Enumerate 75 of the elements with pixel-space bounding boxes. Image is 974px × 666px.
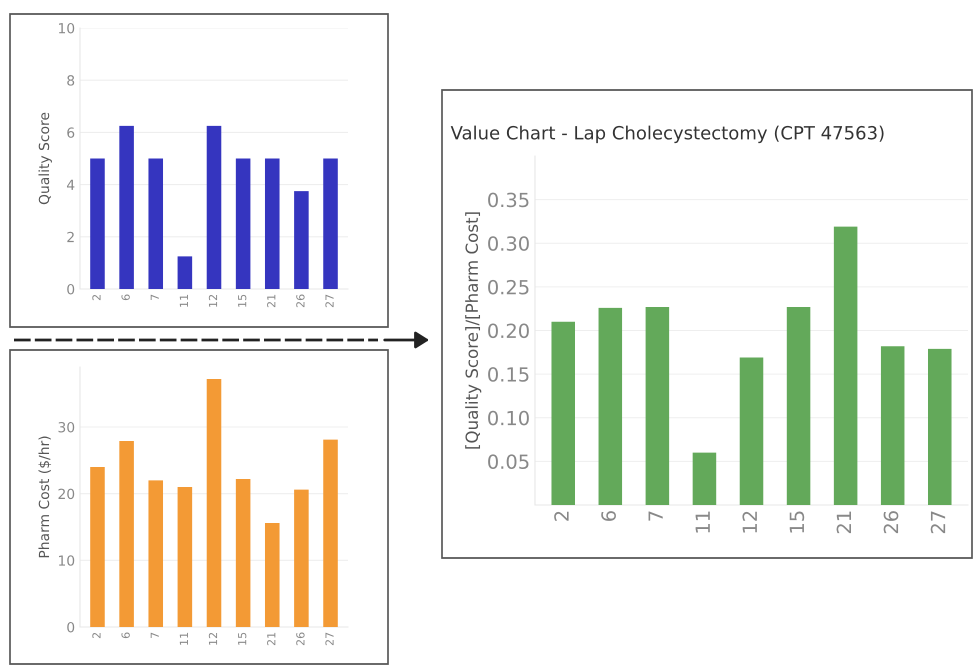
bar <box>598 308 622 505</box>
x-tick-label: 11 <box>180 632 188 645</box>
y-axis-title: [Quality Score]/[Pharm Cost] <box>465 212 482 449</box>
bar <box>646 306 670 505</box>
bar <box>206 379 222 627</box>
bar <box>294 191 309 289</box>
y-tick-label: 0.30 <box>488 236 529 251</box>
x-tick-label: 6 <box>601 511 616 521</box>
bar <box>236 479 250 627</box>
bar <box>178 256 192 289</box>
y-tick-label: 0.15 <box>488 367 528 382</box>
x-tick-label: 11 <box>180 294 188 307</box>
x-tick-label: 2 <box>92 632 101 638</box>
x-tick-label: 21 <box>836 512 851 534</box>
y-axis-title: Pharm Cost ($/hr) <box>38 436 52 558</box>
y-tick-label: 0.05 <box>488 454 528 470</box>
x-tick-label: 7 <box>648 512 663 521</box>
bar <box>786 306 810 505</box>
bar <box>264 523 280 627</box>
x-tick-label: 21 <box>267 632 276 646</box>
x-tick-label: 15 <box>238 632 246 645</box>
y-tick-label: 20 <box>58 488 74 500</box>
bar <box>880 346 904 505</box>
x-tick-label: 26 <box>296 632 305 646</box>
x-tick-label: 12 <box>208 294 218 307</box>
x-tick-label: 21 <box>267 294 276 308</box>
x-tick-label: 27 <box>930 512 946 534</box>
x-tick-label: 11 <box>696 512 710 532</box>
y-tick-label: 10 <box>58 22 74 34</box>
x-tick-label: 12 <box>742 512 757 532</box>
x-tick-label: 2 <box>92 294 101 300</box>
y-tick-label: 8 <box>67 75 74 86</box>
y-tick-label: 4 <box>66 180 74 190</box>
x-tick-label: 6 <box>121 294 130 300</box>
x-tick-label: 15 <box>238 294 246 307</box>
y-tick-label: 0.25 <box>488 280 528 295</box>
x-tick-label: 27 <box>325 294 334 308</box>
bar <box>834 226 858 505</box>
bar <box>119 126 134 289</box>
bar <box>323 440 338 627</box>
x-tick-label: 26 <box>296 294 305 308</box>
x-tick-label: 2 <box>554 512 569 521</box>
bar <box>294 490 309 627</box>
y-tick-label: 0.20 <box>488 323 529 338</box>
y-axis-title: Quality Score <box>38 112 52 204</box>
y-tick-label: 2 <box>67 232 74 242</box>
bar <box>236 158 250 289</box>
x-tick-label: 6 <box>121 632 130 638</box>
y-tick-label: 0 <box>67 622 74 632</box>
bar <box>206 126 222 289</box>
bar <box>264 158 280 289</box>
y-tick-label: 0.35 <box>488 192 528 208</box>
y-tick-label: 6 <box>67 127 74 138</box>
bar <box>178 487 192 627</box>
x-tick-label: 7 <box>150 632 159 638</box>
y-tick-label: 10 <box>58 555 74 566</box>
bar <box>928 348 952 505</box>
x-tick-label: 27 <box>325 632 334 646</box>
bar <box>90 467 105 627</box>
x-tick-label: 7 <box>150 294 159 300</box>
x-tick-label: 12 <box>208 632 218 645</box>
y-tick-label: 30 <box>58 422 74 432</box>
bar <box>90 158 105 289</box>
y-tick-label: 0.10 <box>488 410 529 426</box>
bar <box>740 358 764 505</box>
x-tick-label: 26 <box>884 511 898 534</box>
y-tick-label: 0 <box>67 284 74 294</box>
bar <box>551 322 576 505</box>
bar <box>119 441 134 627</box>
bar <box>148 158 164 289</box>
chart-title: Value Chart - Lap Cholecystectomy (CPT 47563) <box>450 126 884 144</box>
bar <box>323 158 338 289</box>
x-tick-label: 15 <box>790 512 804 532</box>
bar <box>148 480 164 627</box>
bar <box>692 452 716 505</box>
